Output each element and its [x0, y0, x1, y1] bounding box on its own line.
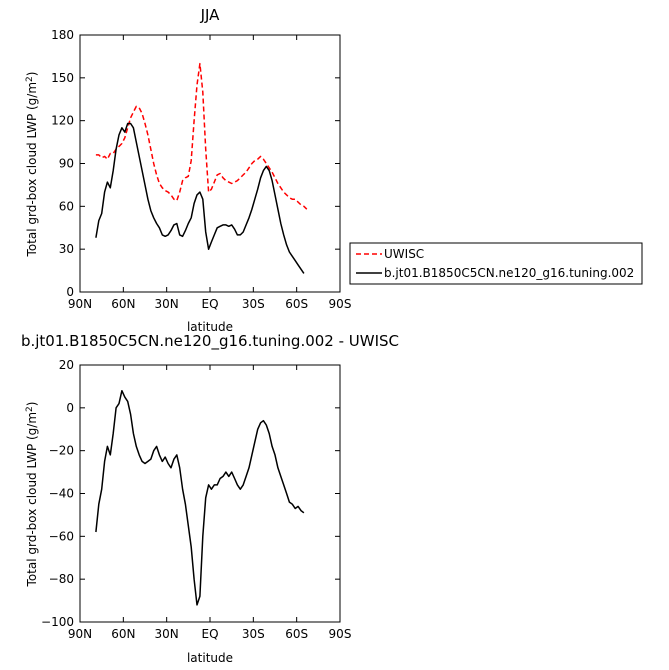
x-tick-label: 30S: [242, 297, 265, 311]
y-tick-label: 120: [51, 114, 74, 128]
x-tick-label: 30N: [155, 297, 179, 311]
x-axis-label: latitude: [187, 651, 233, 665]
x-tick-label: 30S: [242, 627, 265, 641]
y-tick-label: −60: [49, 529, 74, 543]
x-tick-label: 90S: [329, 627, 352, 641]
y-tick-label: 150: [51, 71, 74, 85]
y-tick-label: 30: [59, 242, 74, 256]
x-tick-label: EQ: [201, 627, 218, 641]
x-tick-label: 90N: [68, 297, 92, 311]
series-line-1: [95, 62, 308, 210]
legend-box: [349, 242, 643, 285]
plot-frame: [79, 34, 341, 293]
x-tick-label: 30N: [155, 627, 179, 641]
y-tick-label: −20: [49, 444, 74, 458]
legend-label-uwisc: UWISC: [384, 247, 424, 261]
x-tick-label: 60N: [111, 627, 135, 641]
chart-title: b.jt01.B1850C5CN.ne120_g16.tuning.002 - …: [21, 332, 399, 351]
top-chart: JJA latitude Total grd-box cloud LWP (g/…: [25, 6, 643, 334]
y-tick-label: −40: [49, 487, 74, 501]
y-tick-label: 0: [66, 401, 74, 415]
y-tick-label: −100: [41, 615, 74, 629]
x-tick-label: EQ: [201, 297, 218, 311]
y-tick-label: 180: [51, 28, 74, 42]
series-lines: [95, 62, 308, 274]
x-tick-label: 90S: [329, 297, 352, 311]
bottom-chart: b.jt01.B1850C5CN.ne120_g16.tuning.002 - …: [21, 332, 399, 665]
y-tick-label: 20: [59, 358, 74, 372]
y-tick-label: 90: [59, 157, 74, 171]
legend: UWISC b.jt01.B1850C5CN.ne120_g16.tuning.…: [349, 242, 643, 285]
x-tick-label: 60N: [111, 297, 135, 311]
series-line-1: [95, 389, 305, 606]
x-axis-label: latitude: [187, 320, 233, 334]
series-lines: [95, 389, 305, 606]
legend-label-model: b.jt01.B1850C5CN.ne120_g16.tuning.002: [384, 266, 634, 280]
x-tick-label: 60S: [285, 297, 308, 311]
x-tick-label: 90N: [68, 627, 92, 641]
y-tick-label: 60: [59, 199, 74, 213]
chart-title: JJA: [200, 6, 221, 24]
y-axis-label: Total grd-box cloud LWP (g/m2): [25, 72, 39, 258]
axis-ticks: 90N 60N 30N EQ 30S 60S 90S 0 30 60 90 120 150 180: [51, 28, 351, 311]
y-axis-label: Total grd-box cloud LWP (g/m2): [25, 402, 39, 588]
y-tick-label: −80: [49, 572, 74, 586]
series-line-2: [95, 122, 305, 274]
axis-ticks: 90N 60N 30N EQ 30S 60S 90S −100 −80 −60 −40 −20 0 20: [41, 358, 351, 641]
y-tick-label: 0: [66, 285, 74, 299]
x-tick-label: 60S: [285, 627, 308, 641]
